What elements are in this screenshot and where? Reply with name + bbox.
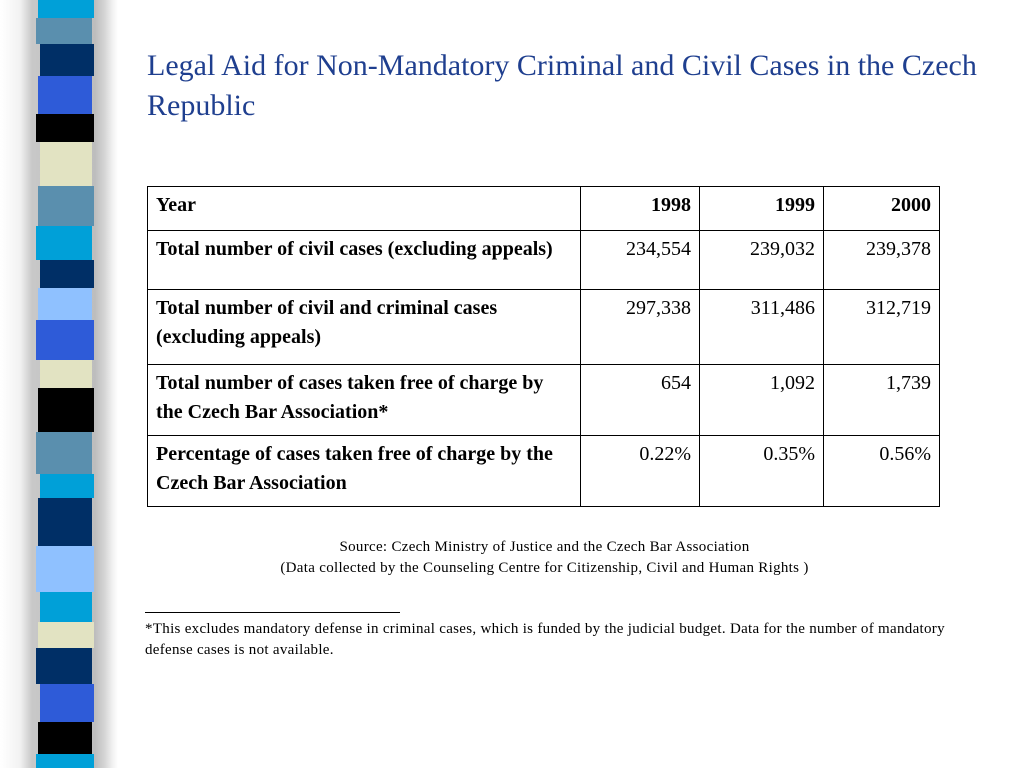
legal-aid-table: Year 1998 1999 2000 Total number of civi…	[147, 186, 940, 507]
color-band	[36, 432, 92, 474]
row-label: Total number of civil cases (excluding a…	[147, 230, 581, 290]
color-band	[36, 320, 94, 360]
footnote: *This excludes mandatory defense in crim…	[145, 621, 945, 658]
table-row: Total number of civil and criminal cases…	[147, 289, 940, 365]
color-band	[40, 684, 94, 722]
color-band-column	[36, 0, 96, 768]
cell-value: 312,719	[823, 289, 940, 365]
cell-value: 0.22%	[580, 435, 700, 507]
color-band	[36, 546, 94, 592]
table-header-row: Year 1998 1999 2000	[147, 186, 940, 231]
cell-value: 311,486	[699, 289, 824, 365]
color-band	[40, 360, 92, 388]
color-band	[36, 648, 92, 684]
cell-value: 297,338	[580, 289, 700, 365]
cell-value: 1,739	[823, 364, 940, 436]
color-band	[38, 388, 94, 432]
cell-value: 654	[580, 364, 700, 436]
table-row: Percentage of cases taken free of charge…	[147, 435, 940, 507]
slide-title: Legal Aid for Non-Mandatory Criminal and…	[147, 49, 977, 122]
color-band	[40, 44, 94, 76]
color-band	[38, 186, 94, 226]
color-band	[38, 622, 94, 648]
color-band	[38, 76, 92, 114]
color-band	[38, 0, 94, 18]
color-band	[36, 114, 94, 142]
cell-value: 1,092	[699, 364, 824, 436]
color-band	[36, 754, 94, 768]
row-label: Total number of civil and criminal cases…	[147, 289, 581, 365]
color-band	[36, 226, 92, 260]
cell-value: 0.56%	[823, 435, 940, 507]
color-band	[38, 288, 92, 320]
source-note: Source: Czech Ministry of Justice and th…	[147, 537, 942, 579]
decorative-side-strip	[0, 0, 118, 768]
header-year-1998: 1998	[580, 186, 700, 231]
source-collection-line: (Data collected by the Counseling Centre…	[280, 560, 809, 576]
table-row: Total number of cases taken free of char…	[147, 364, 940, 436]
cell-value: 239,032	[699, 230, 824, 290]
color-band	[36, 18, 92, 44]
color-band	[40, 142, 92, 186]
header-year-2000: 2000	[823, 186, 940, 231]
color-band	[40, 260, 94, 288]
footnote-divider	[145, 612, 400, 613]
color-band	[40, 592, 92, 622]
row-label: Total number of cases taken free of char…	[147, 364, 581, 436]
color-band	[38, 498, 92, 546]
color-band	[38, 722, 92, 754]
cell-value: 0.35%	[699, 435, 824, 507]
color-band	[40, 474, 94, 498]
table-row: Total number of civil cases (excluding a…	[147, 230, 940, 290]
header-year-label: Year	[147, 186, 581, 231]
row-label: Percentage of cases taken free of charge…	[147, 435, 581, 507]
cell-value: 239,378	[823, 230, 940, 290]
header-year-1999: 1999	[699, 186, 824, 231]
cell-value: 234,554	[580, 230, 700, 290]
source-line: Source: Czech Ministry of Justice and th…	[339, 539, 750, 555]
